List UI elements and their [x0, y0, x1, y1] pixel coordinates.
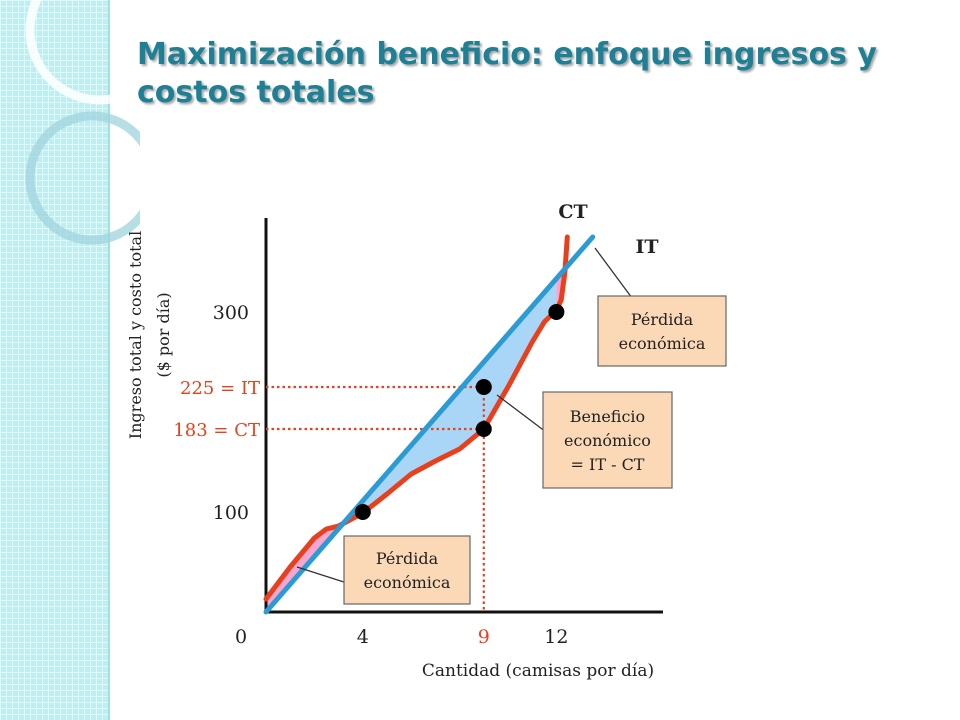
annotation-box	[597, 295, 727, 367]
y-tick-label: 300	[213, 302, 249, 324]
annotation-profit: Beneficio económico = IT - CT	[542, 391, 673, 489]
annotation-text: Pérdida	[376, 549, 439, 568]
annotation-leader	[296, 566, 348, 584]
data-point	[475, 421, 492, 437]
annotation-text: Pérdida	[631, 310, 694, 329]
x-axis-label: Cantidad (camisas por día)	[422, 661, 654, 681]
x-tick-label: 4	[357, 626, 369, 648]
y-axis-label-line: ($ por día)	[154, 292, 173, 377]
data-point	[354, 504, 371, 520]
annotation-text: Beneficio	[570, 407, 645, 426]
annotation-box	[343, 535, 471, 605]
annotation-text: económico	[564, 431, 651, 450]
x-tick-label: 0	[235, 626, 247, 648]
annotation-box	[542, 391, 673, 489]
y-axis-label-line: Ingreso total y costo total	[126, 231, 145, 439]
series-label-it: IT	[635, 236, 658, 258]
annotation-text: económica	[364, 573, 451, 592]
annotation-loss-bottom: Pérdida económica	[343, 535, 471, 605]
annotation-leader	[496, 394, 547, 433]
annotation-leader	[594, 247, 633, 299]
y-tick-label: 100	[213, 502, 249, 524]
decorative-circles	[25, 0, 140, 245]
annotation-text: = IT - CT	[571, 455, 645, 474]
y-axis-label: Ingreso total y costo total ($ por día)	[126, 231, 173, 439]
data-point	[475, 379, 492, 395]
data-point	[548, 304, 565, 320]
annotation-loss-top: Pérdida económica	[597, 295, 727, 367]
x-tick-label: 12	[544, 626, 568, 648]
annotation-text: económica	[619, 334, 706, 353]
series-label-ct: CT	[558, 201, 587, 223]
reference-label: 225 = IT	[180, 378, 260, 399]
x-tick-label: 9	[478, 626, 490, 648]
series-line-it	[263, 234, 596, 615]
reference-label: 183 = CT	[173, 420, 260, 441]
slide-title: Maximización beneficio: enfoque ingresos…	[137, 37, 877, 110]
